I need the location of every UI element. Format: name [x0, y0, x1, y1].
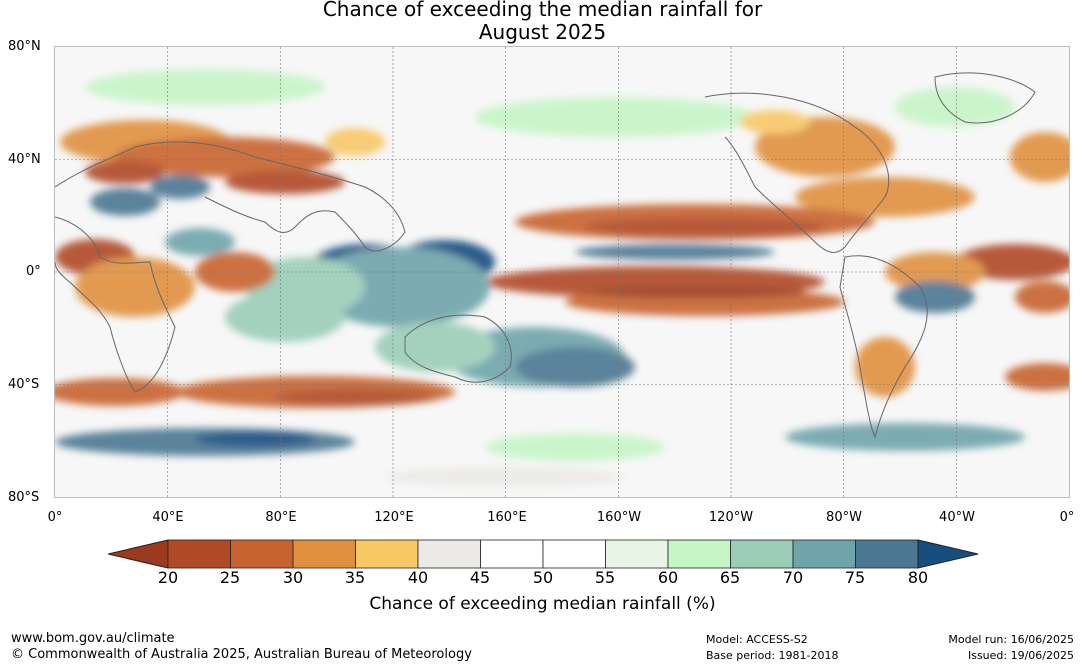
- footer-model: Model: ACCESS-S2: [706, 633, 808, 646]
- lon-label-40w: 40°W: [939, 510, 975, 525]
- lon-label-120e: 120°E: [374, 510, 414, 525]
- colorbar-bin-60-65: [667, 539, 731, 569]
- colorbar-tick-25: 25: [219, 568, 241, 587]
- colorbar-bin-25-30: [230, 539, 294, 569]
- colorbar-tick-50: 50: [532, 568, 554, 587]
- colorbar-bin-20-25: [167, 539, 231, 569]
- colorbar-tick-80: 80: [907, 568, 929, 587]
- colorbar-tick-55: 55: [594, 568, 616, 587]
- lon-label-160w: 160°W: [596, 510, 642, 525]
- colorbar-bin-70-75: [792, 539, 856, 569]
- colorbar-below-arrow: [108, 539, 169, 569]
- colorbar-tick-30: 30: [282, 568, 304, 587]
- lat-label-40s: 40°S: [8, 377, 40, 392]
- colorbar-bin-65-70: [730, 539, 794, 569]
- colorbar-bin-50-55: [542, 539, 606, 569]
- lat-label-80s: 80°S: [8, 490, 40, 505]
- colorbar-tick-60: 60: [657, 568, 679, 587]
- colorbar-above-arrow: [917, 539, 979, 569]
- colorbar-bin-30-35: [292, 539, 356, 569]
- lon-label-120w: 120°W: [708, 510, 754, 525]
- colorbar-tick-70: 70: [782, 568, 804, 587]
- lon-label-80e: 80°E: [265, 510, 297, 525]
- lat-label-0: 0°: [26, 264, 41, 279]
- colorbar: [108, 539, 979, 569]
- colorbar-label: Chance of exceeding median rainfall (%): [369, 594, 716, 614]
- map-canvas: [55, 47, 1069, 497]
- footer-copyright: © Commonwealth of Australia 2025, Austra…: [11, 647, 472, 662]
- footer-base-period: Base period: 1981-2018: [706, 649, 839, 662]
- footer-model-run: Model run: 16/06/2025: [948, 633, 1074, 646]
- colorbar-tick-35: 35: [344, 568, 366, 587]
- footer-issued: Issued: 19/06/2025: [967, 649, 1074, 662]
- footer-website: www.bom.gov.au/climate: [11, 631, 175, 646]
- colorbar-bin-75-80: [855, 539, 919, 569]
- title-line-1: Chance of exceeding the median rainfall …: [322, 0, 763, 21]
- graticule: [55, 47, 1069, 497]
- colorbar-tick-40: 40: [407, 568, 429, 587]
- colorbar-tick-75: 75: [844, 568, 866, 587]
- colorbar-bin-45-50: [480, 539, 544, 569]
- lon-label-0: 0°: [47, 510, 63, 525]
- lon-label-40e: 40°E: [152, 510, 184, 525]
- lon-label-0-end: 0°: [1059, 510, 1075, 525]
- lat-label-40n: 40°N: [8, 152, 41, 167]
- lon-label-160e: 160°E: [487, 510, 527, 525]
- title-line-2: August 2025: [478, 20, 607, 44]
- colorbar-bin-55-60: [605, 539, 669, 569]
- colorbar-bin-35-40: [355, 539, 419, 569]
- lat-label-80n: 80°N: [8, 39, 41, 54]
- colorbar-tick-65: 65: [719, 568, 741, 587]
- coastlines: [55, 72, 1036, 439]
- rainfall-map: [54, 46, 1070, 498]
- lon-label-80w: 80°W: [826, 510, 862, 525]
- colorbar-tick-20: 20: [157, 568, 179, 587]
- map-title: Chance of exceeding the median rainfall …: [0, 0, 1085, 44]
- colorbar-bin-40-45: [417, 539, 481, 569]
- colorbar-tick-45: 45: [469, 568, 491, 587]
